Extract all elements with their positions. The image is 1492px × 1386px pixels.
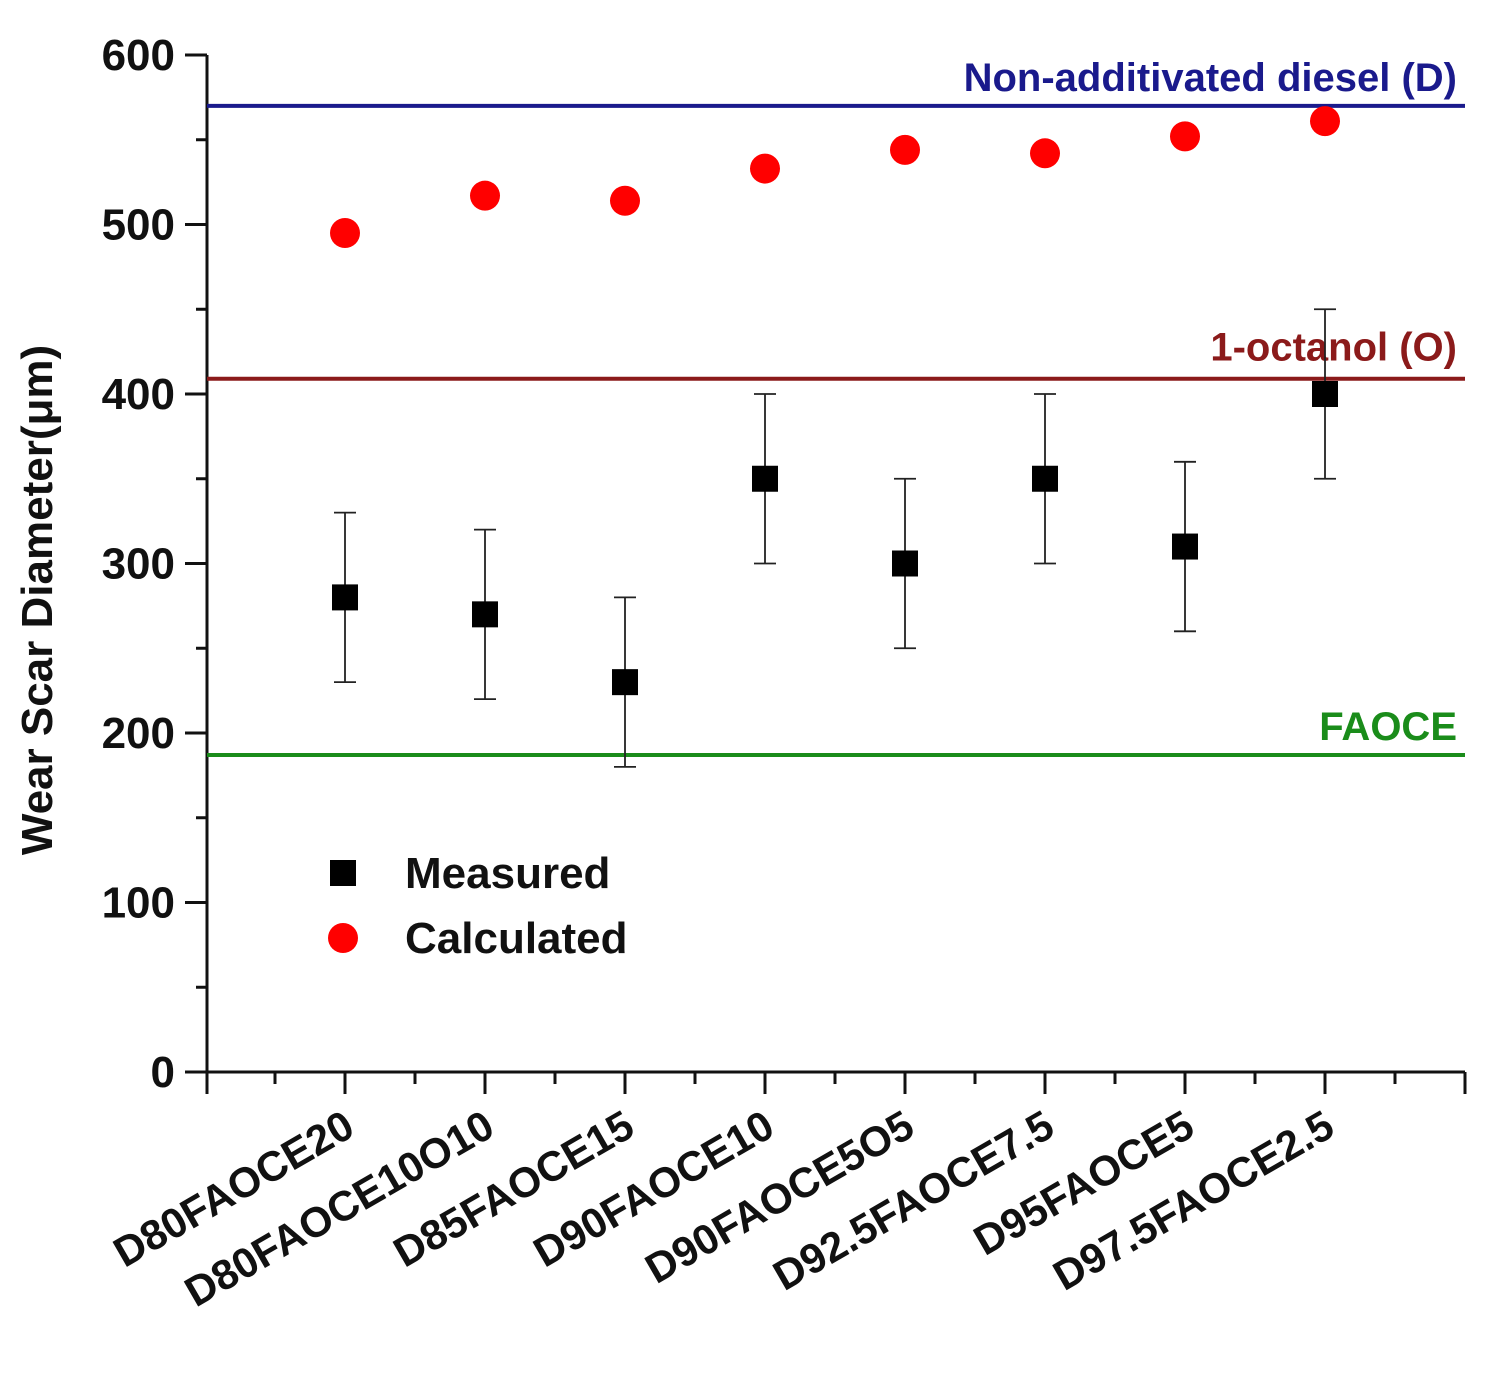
measured-point bbox=[332, 584, 358, 611]
data-markers bbox=[330, 106, 1340, 696]
y-tick-label: 400 bbox=[102, 370, 175, 419]
legend-measured-marker bbox=[330, 860, 356, 886]
legend-calculated-label: Calculated bbox=[405, 914, 628, 963]
y-tick-label: 0 bbox=[151, 1048, 175, 1097]
measured-point bbox=[892, 550, 918, 577]
measured-point bbox=[472, 601, 498, 628]
y-tick-label: 300 bbox=[102, 540, 175, 589]
calculated-point bbox=[470, 180, 500, 211]
reference-line-label: FAOCE bbox=[1319, 705, 1457, 749]
reference-line-label: Non-additivated diesel (D) bbox=[964, 56, 1457, 100]
legend: Measured Calculated bbox=[328, 849, 628, 963]
measured-point bbox=[1172, 533, 1198, 560]
calculated-point bbox=[1170, 121, 1200, 152]
calculated-point bbox=[1030, 138, 1060, 169]
measured-point bbox=[752, 465, 778, 492]
calculated-point bbox=[1310, 106, 1340, 137]
legend-measured-label: Measured bbox=[405, 849, 610, 898]
y-tick-label: 600 bbox=[102, 31, 175, 80]
axes: 0100200300400500600D80FAOCE20D80FAOCE10O… bbox=[102, 31, 1467, 1316]
measured-point bbox=[612, 669, 638, 696]
y-tick-label: 200 bbox=[102, 709, 175, 758]
error-bars bbox=[334, 308, 1336, 768]
legend-calculated-marker bbox=[328, 923, 358, 953]
reference-line-label: 1-octanol (O) bbox=[1210, 326, 1457, 370]
y-tick-label: 100 bbox=[102, 879, 175, 928]
calculated-point bbox=[750, 153, 780, 184]
calculated-point bbox=[330, 217, 360, 248]
measured-point bbox=[1032, 465, 1058, 492]
calculated-point bbox=[610, 185, 640, 216]
y-axis-title: Wear Scar Diameter(μm) bbox=[13, 345, 62, 855]
calculated-point bbox=[890, 134, 920, 165]
x-tick-label: D85FAOCE15 bbox=[386, 1101, 642, 1276]
reference-lines: Non-additivated diesel (D) 1-octanol (O) F… bbox=[207, 56, 1465, 758]
measured-point bbox=[1312, 381, 1338, 407]
y-tick-label: 500 bbox=[102, 201, 175, 250]
